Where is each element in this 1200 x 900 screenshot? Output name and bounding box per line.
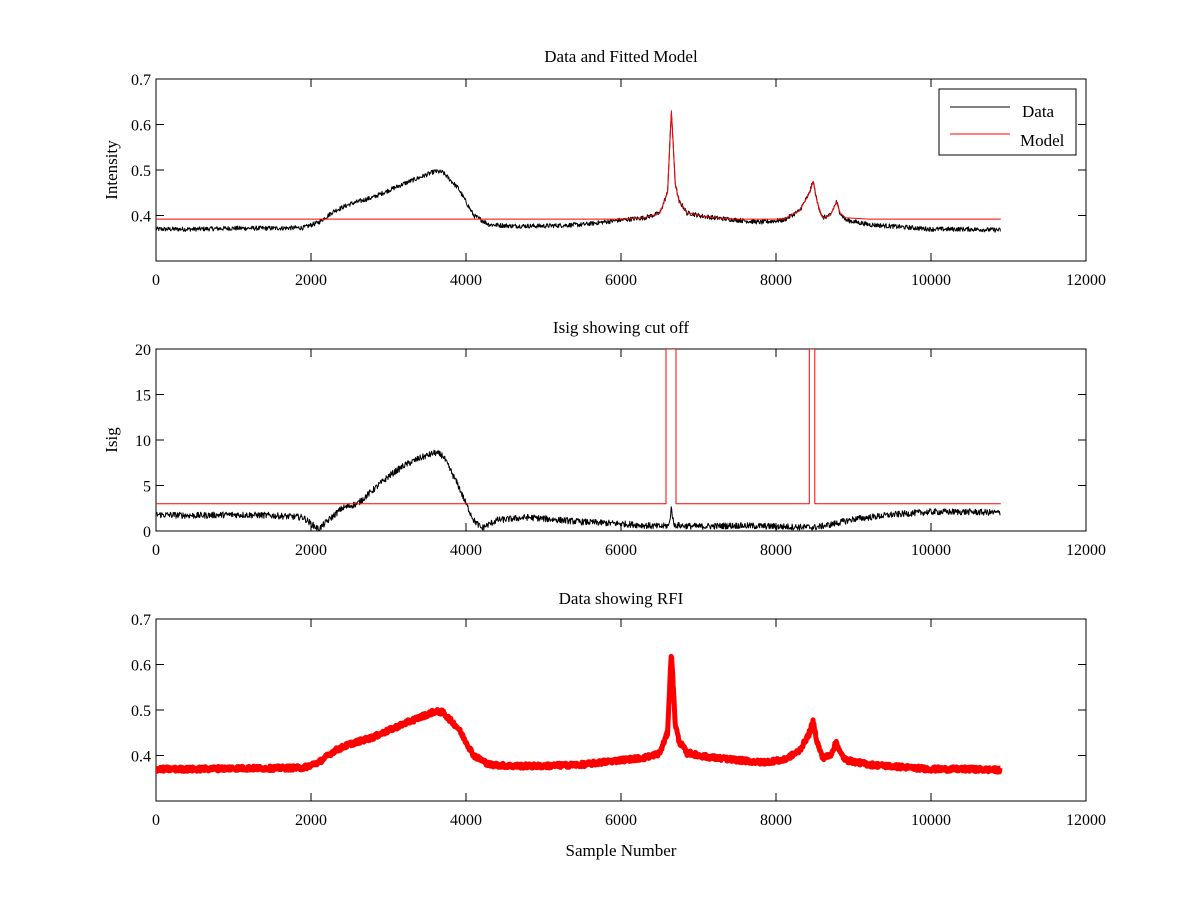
x-tick-label: 8000 (760, 812, 792, 829)
legend-label-data: Data (1022, 102, 1055, 121)
subplot-data-and-fitted-model: Data and Fitted Model Intensity 0 2000 400… (102, 47, 1106, 289)
x-tick-label: 8000 (760, 272, 792, 289)
y-tick-label: 0.4 (131, 749, 151, 766)
y-tick-label: 0.7 (131, 612, 151, 629)
y-tick-label: 0.7 (131, 72, 151, 89)
series-line-data (156, 114, 1001, 233)
x-tick-label: 6000 (605, 542, 637, 559)
y-tick-label: 0.4 (131, 209, 151, 226)
x-tick-label: 2000 (295, 272, 327, 289)
x-tick-label: 4000 (450, 542, 482, 559)
legend-box (938, 88, 1077, 156)
y-tick-label: 20 (135, 342, 151, 359)
subplot-isig-showing-cut-off: Isig showing cut off Isig 0 2000 4000 6000 8… (102, 318, 1106, 559)
y-tick-label: 15 (135, 388, 151, 405)
x-tick-label: 12000 (1066, 272, 1106, 289)
x-tick-label: 2000 (295, 542, 327, 559)
y-tick-label: 0.6 (131, 118, 151, 135)
x-tick-label: 2000 (295, 812, 327, 829)
series-line-3-1 (156, 653, 1003, 775)
subplot-1-ylabel: Intensity (102, 140, 121, 200)
x-tick-label: 4000 (450, 272, 482, 289)
y-tick-label: 5 (143, 479, 151, 496)
x-tick-label: 6000 (605, 272, 637, 289)
legend: Data Model (938, 88, 1077, 156)
x-tick-label: 12000 (1066, 542, 1106, 559)
y-tick-label: 0.5 (131, 163, 151, 180)
subplot-3-title: Data showing RFI (559, 589, 684, 608)
subplot-1-title: Data and Fitted Model (544, 47, 698, 66)
subplot-data-showing-rfi: Data showing RFI Sample Number 0 2000 4000… (131, 589, 1106, 860)
x-tick-label: 8000 (760, 542, 792, 559)
x-tick-label: 0 (152, 812, 160, 829)
series-line-2-1 (156, 449, 1001, 531)
series-line-model (156, 110, 1001, 220)
y-tick-label: 0.5 (131, 703, 151, 720)
x-tick-label: 10000 (911, 272, 951, 289)
x-tick-label: 0 (152, 542, 160, 559)
x-tick-label: 4000 (450, 812, 482, 829)
subplot-2-ylabel: Isig (102, 427, 121, 453)
series-line-2-2 (156, 349, 1001, 505)
subplot-3-xlabel: Sample Number (566, 841, 677, 860)
y-tick-label: 0.6 (131, 658, 151, 675)
x-tick-label: 12000 (1066, 812, 1106, 829)
x-tick-label: 6000 (605, 812, 637, 829)
x-tick-label: 10000 (911, 812, 951, 829)
y-tick-label: 0 (143, 524, 151, 541)
y-tick-label: 10 (135, 433, 151, 450)
legend-label-model: Model (1020, 131, 1065, 150)
x-tick-label: 0 (152, 272, 160, 289)
subplot-2-title: Isig showing cut off (553, 318, 689, 337)
x-tick-label: 10000 (911, 542, 951, 559)
